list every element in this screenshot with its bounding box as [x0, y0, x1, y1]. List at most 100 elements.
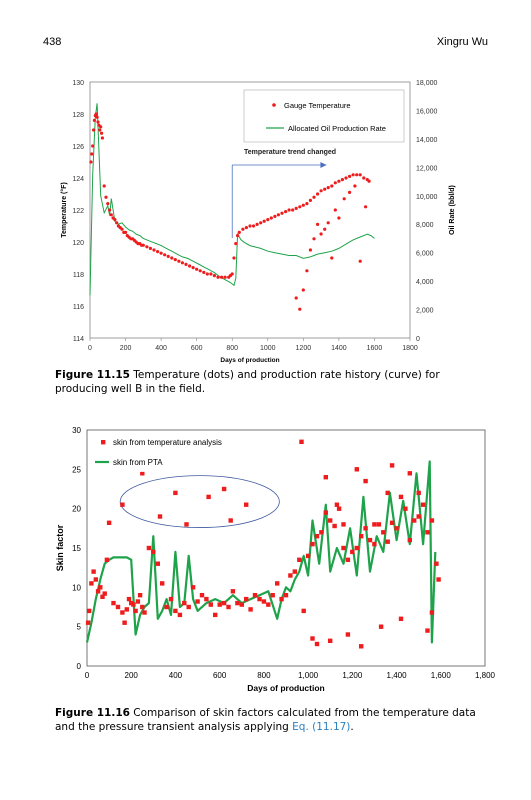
- chart2-x-tick-label: 600: [213, 671, 227, 680]
- chart2-skin-point: [372, 541, 377, 547]
- chart2-skin-point: [314, 534, 320, 539]
- chart1-temperature-point: [355, 173, 359, 177]
- chart2-skin-point: [266, 602, 271, 607]
- chart1-x-tick-label: 1000: [260, 345, 276, 352]
- chart2-skin-point: [173, 490, 178, 496]
- chart1-temperature-point: [115, 221, 119, 225]
- chart2-skin-point: [182, 600, 187, 606]
- chart1-temperature-point: [120, 227, 124, 231]
- chart1-y2-tick-label: 18,000: [416, 80, 438, 87]
- chart1-temperature-point: [266, 218, 270, 222]
- chart2-skin-point: [124, 607, 129, 612]
- chart1-temperature-point: [90, 152, 94, 156]
- chart2-skin-point: [334, 502, 340, 507]
- chart1-legend-marker-temperature: [272, 103, 276, 107]
- chart2-skin-point: [221, 600, 227, 606]
- chart2-skin-point: [323, 475, 328, 480]
- chart1-temperature-point: [223, 275, 227, 279]
- chart1-y-tick-label: 114: [73, 336, 84, 343]
- chart2-y-tick-label: 25: [72, 465, 81, 474]
- chart1-y2-tick-label: 6,000: [416, 251, 434, 258]
- chart1-temperature-point: [348, 174, 352, 178]
- chart2-skin-point: [120, 502, 125, 507]
- figure-11-15-caption: Figure 11.15 Temperature (dots) and prod…: [55, 368, 485, 396]
- chart1-temperature-point: [333, 208, 337, 212]
- chart1-temperature-point: [106, 202, 110, 206]
- chart2-skin-point: [195, 599, 200, 604]
- chart1-temperature-point: [152, 248, 156, 252]
- chart1-y2-tick-label: 14,000: [416, 137, 438, 144]
- equation-reference-link[interactable]: Eq. (11.17): [292, 721, 351, 733]
- chart2-skin-point: [135, 599, 141, 604]
- chart1-temperature-point: [104, 195, 108, 199]
- chart2-skin-point: [146, 545, 152, 551]
- chart2-skin-point: [244, 502, 249, 507]
- chart1-temperature-point: [337, 216, 341, 220]
- chart2-skin-point: [381, 530, 386, 535]
- chart2-skin-point: [436, 577, 441, 582]
- chart2-skin-point: [385, 539, 390, 544]
- figure-11-15-text: Temperature (dots) and production rate h…: [55, 369, 440, 395]
- chart1-temperature-point: [166, 254, 170, 258]
- chart1-temperature-point: [102, 184, 106, 188]
- chart1-temperature-point: [291, 208, 295, 212]
- chart1-temperature-point: [301, 203, 305, 207]
- chart1-temperature-point: [156, 250, 160, 254]
- chart2-skin-point: [157, 514, 163, 519]
- chart2-skin-point: [111, 600, 116, 606]
- chart1-temperature-series: [89, 112, 371, 311]
- chart2-skin-point: [354, 467, 359, 472]
- chart1-y2-tick-label: 16,000: [416, 108, 438, 115]
- chart2-skin-point: [151, 549, 156, 555]
- chart2-skin-point: [155, 561, 160, 566]
- chart2-skin-point: [140, 604, 145, 610]
- chart1-temperature-point: [96, 120, 100, 124]
- chart2-temperature-skin-series: [85, 439, 441, 649]
- chart1-temperature-point: [337, 179, 341, 183]
- chart1-temperature-point: [312, 195, 316, 199]
- chart2-skin-point: [319, 530, 324, 535]
- chart1-temperature-point: [113, 218, 117, 222]
- chart2-skin-point: [354, 545, 359, 551]
- chart2-skin-point: [310, 636, 315, 641]
- chart1-y-tick-label: 120: [72, 240, 84, 247]
- chart1-temperature-point: [316, 222, 320, 226]
- chart2-skin-point: [217, 602, 222, 607]
- chart2-skin-point: [434, 561, 439, 566]
- chart1-temperature-point: [301, 288, 305, 292]
- chart2-skin-point: [363, 526, 368, 531]
- chart2-skin-point: [190, 585, 196, 590]
- chart2-highlight-ellipse: [119, 475, 280, 528]
- figure-11-16-text: Comparison of skin factors calculated fr…: [55, 707, 476, 733]
- chart2-skin-point: [336, 506, 342, 511]
- chart1-temperature-point: [330, 184, 334, 188]
- chart2-skin-point: [204, 596, 209, 602]
- chart2-skin-point: [173, 608, 178, 614]
- chart1-temperature-point: [188, 264, 192, 268]
- chart2-skin-point: [359, 644, 364, 649]
- chart1-temperature-point: [99, 125, 103, 129]
- chart2-skin-point: [248, 607, 253, 612]
- chart2-y-tick-label: 20: [72, 505, 81, 514]
- chart1-temperature-point: [209, 272, 213, 276]
- chart2-skin-point: [261, 599, 267, 604]
- chart2-skin-point: [389, 520, 395, 525]
- chart2-skin-point: [137, 593, 143, 598]
- chart2-skin-point: [131, 602, 136, 607]
- chart1-temperature-point: [89, 160, 93, 164]
- chart2-legend-temperature: skin from temperature analysis: [113, 438, 222, 447]
- chart2-skin-point: [228, 518, 233, 523]
- chart1-legend: Gauge Temperature Allocated Oil Productio…: [243, 89, 405, 143]
- chart2-skin-point: [244, 596, 249, 602]
- chart2-skin-point: [407, 537, 412, 543]
- chart2-skin-point: [230, 589, 236, 594]
- chart2-x-tick-label: 800: [257, 671, 271, 680]
- chart1-temperature-point: [173, 258, 177, 262]
- figure-11-15-label: Figure 11.15: [55, 369, 130, 381]
- chart1-annotation-arrowhead: [320, 162, 327, 168]
- chart2-skin-point: [98, 585, 103, 590]
- chart2-skin-point: [283, 593, 289, 598]
- chart1-temperature-point: [364, 205, 368, 209]
- chart1-x-tick-label: 1400: [331, 345, 347, 352]
- chart1-annotation-text: Temperature trend changed: [244, 149, 336, 156]
